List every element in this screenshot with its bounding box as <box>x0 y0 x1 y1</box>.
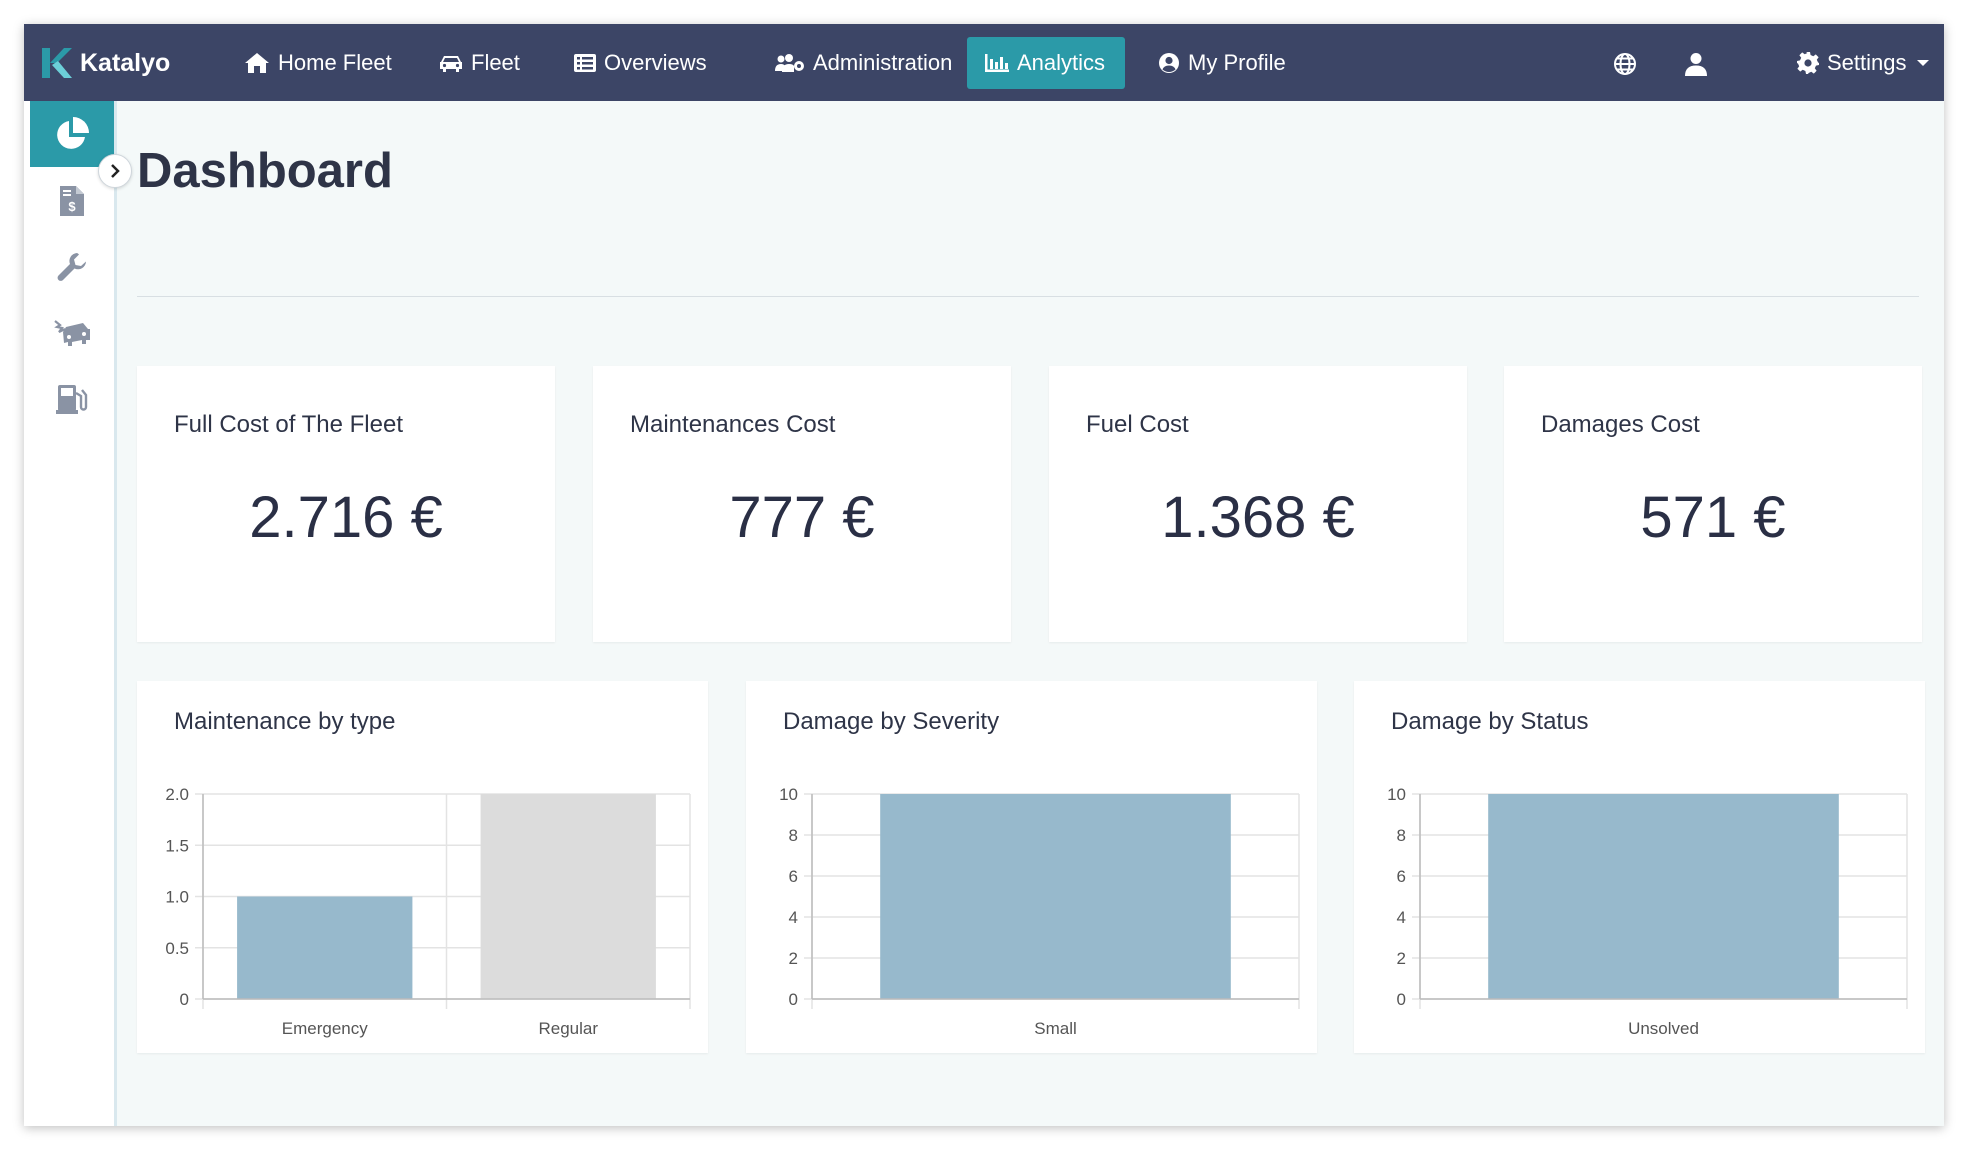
gear-icon <box>1797 52 1819 74</box>
nav-label: Overviews <box>604 50 707 75</box>
svg-text:$: $ <box>68 199 76 214</box>
chart-card-damage-by-severity: Damage by Severity 0 2 4 6 8 10 Small <box>746 681 1317 1053</box>
stat-card-title: Damages Cost <box>1541 411 1700 438</box>
damage-by-status-chart: 0 2 4 6 8 10 Unsolved <box>1387 785 1908 1038</box>
katalyo-logo-icon <box>42 48 72 78</box>
y-tick-label: 10 <box>1387 785 1406 804</box>
y-tick-label: 0 <box>1397 990 1406 1009</box>
x-tick-label: Unsolved <box>1628 1019 1699 1038</box>
nav-overviews[interactable]: Overviews <box>556 37 725 89</box>
page-title: Dashboard <box>137 144 393 198</box>
nav-label: Administration <box>813 50 953 75</box>
bar <box>480 794 656 999</box>
user-icon <box>1685 53 1707 76</box>
chart-title: Damage by Status <box>1391 708 1589 735</box>
y-tick-label: 2.0 <box>165 785 189 804</box>
bar <box>237 896 413 999</box>
stat-card-fuel-cost: Fuel Cost 1.368 € <box>1049 366 1467 642</box>
gas-pump-icon <box>56 385 88 414</box>
nav-label: Analytics <box>1017 50 1106 75</box>
y-tick-label: 8 <box>789 826 798 845</box>
y-tick-label: 2 <box>1397 949 1406 968</box>
user-button[interactable] <box>1680 48 1712 80</box>
stat-card-title: Fuel Cost <box>1086 411 1189 438</box>
chart-bar-icon <box>985 54 1009 72</box>
x-tick-label: Regular <box>538 1019 598 1038</box>
nav-label: Fleet <box>471 50 520 75</box>
y-tick-label: 2 <box>789 949 798 968</box>
sidebar-item-dashboard[interactable] <box>30 101 114 167</box>
stat-card-title: Full Cost of The Fleet <box>174 411 403 438</box>
nav-fleet[interactable]: Fleet <box>421 37 538 89</box>
app-window: Katalyo Home Fleet Fleet Overviews Admin… <box>24 24 1944 1126</box>
bar <box>1488 794 1839 999</box>
stat-card-value: 571 € <box>1640 485 1786 550</box>
sidebar-item-costs[interactable]: $ <box>30 168 114 234</box>
stat-card-title: Maintenances Cost <box>630 411 836 438</box>
y-tick-label: 1.0 <box>165 888 189 907</box>
x-tick-label: Small <box>1034 1019 1077 1038</box>
stat-card-value: 1.368 € <box>1161 485 1355 550</box>
home-icon <box>245 53 269 73</box>
globe-icon <box>1614 53 1636 75</box>
nav-my-profile[interactable]: My Profile <box>1140 37 1304 89</box>
nav-analytics[interactable]: Analytics <box>967 37 1125 89</box>
y-tick-label: 0.5 <box>165 939 189 958</box>
settings-label: Settings <box>1827 50 1907 75</box>
car-crash-icon <box>54 320 90 346</box>
sidebar-item-damages[interactable] <box>30 300 114 366</box>
y-tick-label: 1.5 <box>165 836 189 855</box>
brand-logo[interactable]: Katalyo <box>40 44 170 82</box>
x-tick-label: Emergency <box>282 1019 368 1038</box>
y-tick-label: 10 <box>779 785 798 804</box>
stat-card-value: 2.716 € <box>249 485 443 550</box>
maintenance-by-type-chart: 0 0.5 1.0 1.5 2.0 Emergency Regular <box>165 785 691 1038</box>
sidebar-item-maintenance[interactable] <box>30 234 114 300</box>
y-tick-label: 0 <box>180 990 189 1009</box>
header-divider <box>137 296 1919 297</box>
y-tick-label: 8 <box>1397 826 1406 845</box>
chevron-right-icon <box>111 164 120 178</box>
stat-card-value: 777 € <box>729 485 875 550</box>
nav-administration[interactable]: Administration <box>757 37 970 89</box>
stat-card-damages-cost: Damages Cost 571 € <box>1504 366 1922 642</box>
nav-label: My Profile <box>1188 50 1286 75</box>
language-button[interactable] <box>1609 48 1641 80</box>
sidebar-item-fuel[interactable] <box>30 366 114 432</box>
top-navbar: Katalyo Home Fleet Fleet Overviews Admin… <box>24 24 1944 101</box>
nav-label: Home Fleet <box>278 50 392 75</box>
chart-card-damage-by-status: Damage by Status 0 2 4 6 8 10 Unsolved <box>1354 681 1925 1053</box>
users-cog-icon <box>775 54 804 72</box>
user-circle-icon <box>1159 53 1179 73</box>
stat-card-maintenances-cost: Maintenances Cost 777 € <box>593 366 1011 642</box>
list-icon <box>574 54 596 72</box>
car-icon <box>440 56 462 72</box>
y-tick-label: 6 <box>1397 867 1406 886</box>
damage-by-severity-chart: 0 2 4 6 8 10 Small <box>779 785 1300 1038</box>
y-tick-label: 4 <box>1397 908 1406 927</box>
chart-title: Maintenance by type <box>174 708 396 735</box>
stat-card-full-cost: Full Cost of The Fleet 2.716 € <box>137 366 555 642</box>
sidebar-toggle-button[interactable] <box>98 154 132 188</box>
nav-home-fleet[interactable]: Home Fleet <box>226 37 410 89</box>
brand-name: Katalyo <box>80 48 171 77</box>
chart-card-maintenance-by-type: Maintenance by type 0 0.5 1.0 1.5 2.0 Emergen… <box>137 681 708 1053</box>
y-tick-label: 6 <box>789 867 798 886</box>
invoice-icon: $ <box>60 186 84 216</box>
bar <box>880 794 1231 999</box>
settings-menu[interactable]: Settings <box>1779 37 1944 89</box>
wrench-icon <box>57 253 86 281</box>
caret-down-icon <box>1916 60 1929 66</box>
pie-chart-icon <box>57 117 89 149</box>
y-tick-label: 4 <box>789 908 798 927</box>
y-tick-label: 0 <box>789 990 798 1009</box>
chart-title: Damage by Severity <box>783 708 1000 735</box>
sidebar: $ <box>24 101 117 1126</box>
